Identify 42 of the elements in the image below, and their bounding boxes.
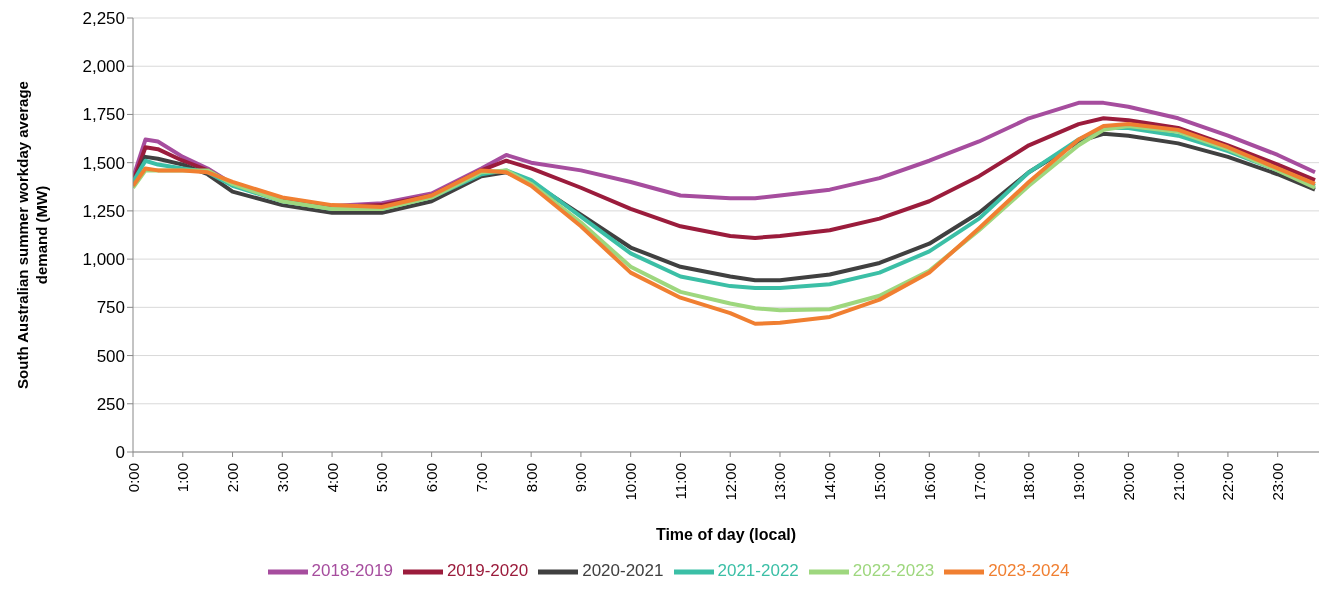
y-tick-label: 750 <box>96 298 125 318</box>
x-tick-label: 14:00 <box>821 463 839 501</box>
legend-label: 2020-2021 <box>582 561 664 581</box>
legend-label: 2023-2024 <box>988 561 1070 581</box>
x-tick-label: 18:00 <box>1020 463 1038 501</box>
x-tick-label: 23:00 <box>1269 463 1287 501</box>
y-axis-title: South Australian summer workday average demand (MW) <box>14 81 50 389</box>
legend-label: 2022-2023 <box>852 561 935 581</box>
x-tick-label: 13:00 <box>771 463 789 501</box>
x-tick-label: 5:00 <box>373 463 391 493</box>
x-tick-label: 11:00 <box>671 463 689 500</box>
y-tick-label: 500 <box>96 346 125 366</box>
y-tick-label: 250 <box>96 394 125 414</box>
y-tick-label: 2,000 <box>82 57 125 77</box>
x-tick-label: 20:00 <box>1119 463 1137 501</box>
legend-label: 2019-2020 <box>446 561 529 581</box>
x-tick-label: 0:00 <box>124 463 142 493</box>
y-tick-label: 1,750 <box>82 105 125 125</box>
x-tick-label: 1:00 <box>174 463 192 493</box>
x-tick-label: 9:00 <box>572 463 590 493</box>
x-tick-label: 6:00 <box>423 463 441 493</box>
y-tick-label: 0 <box>115 443 125 463</box>
x-axis-title: Time of day (local) <box>655 526 797 543</box>
x-tick-label: 17:00 <box>970 463 988 501</box>
y-tick-label: 1,000 <box>82 250 125 270</box>
x-tick-label: 4:00 <box>323 463 341 493</box>
x-tick-label: 3:00 <box>273 463 291 493</box>
y-tick-label: 1,250 <box>82 201 125 221</box>
y-tick-label: 2,250 <box>82 9 125 29</box>
x-tick-label: 10:00 <box>622 463 640 501</box>
x-tick-label: 16:00 <box>920 463 938 501</box>
x-tick-label: 12:00 <box>721 463 739 501</box>
x-tick-label: 22:00 <box>1219 463 1237 501</box>
x-tick-label: 15:00 <box>871 463 889 501</box>
x-tick-label: 21:00 <box>1169 463 1187 501</box>
x-tick-label: 19:00 <box>1070 463 1088 501</box>
legend-label: 2018-2019 <box>311 561 393 581</box>
y-tick-label: 1,500 <box>82 153 125 173</box>
legend-label: 2021-2022 <box>717 561 799 581</box>
x-tick-label: 7:00 <box>472 463 490 493</box>
x-tick-label: 8:00 <box>522 463 540 493</box>
x-tick-label: 2:00 <box>224 463 242 493</box>
